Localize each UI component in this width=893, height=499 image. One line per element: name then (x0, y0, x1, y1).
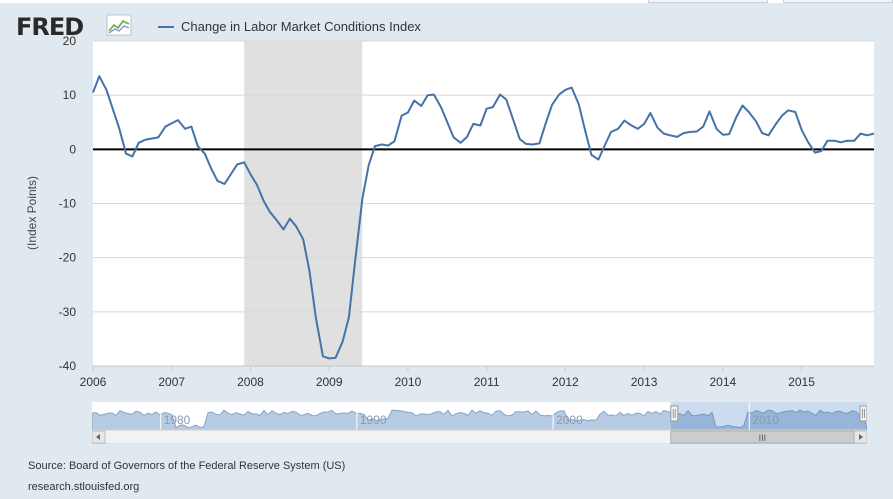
legend-series-swatch (158, 25, 174, 28)
fred-chart-icon (106, 14, 132, 36)
x-tick-label: 2015 (788, 375, 815, 389)
y-tick-label: 20 (63, 34, 77, 48)
scroll-right-icon (859, 434, 863, 440)
legend-series-label: Change in Labor Market Conditions Index (181, 19, 421, 34)
chart-legend[interactable]: Change in Labor Market Conditions Index (158, 19, 421, 34)
scrollbar-grip: III (759, 433, 767, 443)
site-link[interactable]: research.stlouisfed.org (28, 481, 140, 493)
navigator-selection (670, 402, 867, 430)
navigator-x-label: 2000 (556, 413, 583, 427)
y-tick-label: 0 (69, 142, 76, 156)
navigator-x-label: 1980 (164, 413, 191, 427)
source-note: Source: Board of Governors of the Federa… (28, 460, 346, 472)
y-tick-label: -30 (59, 305, 77, 319)
scrollbar-thumb[interactable] (670, 430, 855, 444)
fred-logo[interactable]: FRED (16, 13, 84, 41)
x-tick-label: 2008 (237, 375, 264, 389)
y-tick-label: -40 (59, 359, 77, 373)
series-line (92, 75, 875, 360)
scroll-left-icon (96, 434, 100, 440)
y-tick-label: 10 (63, 88, 77, 102)
x-tick-label: 2007 (158, 375, 185, 389)
x-tick-label: 2009 (316, 375, 343, 389)
navigator-x-label: 2010 (752, 413, 779, 427)
x-tick-label: 2011 (474, 375, 500, 389)
navigator-handle-right[interactable] (859, 405, 867, 422)
y-tick-label: -10 (59, 197, 77, 211)
navigator-x-label: 1990 (360, 413, 387, 427)
toolbar-tab-left[interactable] (648, 0, 768, 3)
x-tick-label: 2012 (552, 375, 579, 389)
x-tick-label: 2006 (80, 375, 107, 389)
navigator-mask (92, 402, 671, 430)
chart-navigator[interactable]: 1980 1990 2000 2010 III (92, 402, 867, 444)
x-tick-label: 2010 (395, 375, 422, 389)
x-tick-label: 2013 (631, 375, 658, 389)
y-axis-label: (Index Points) (25, 176, 39, 250)
navigator-handle-left[interactable] (670, 405, 679, 422)
top-strip (0, 0, 893, 3)
y-tick-label: -20 (59, 251, 77, 265)
x-tick-label: 2014 (709, 375, 736, 389)
